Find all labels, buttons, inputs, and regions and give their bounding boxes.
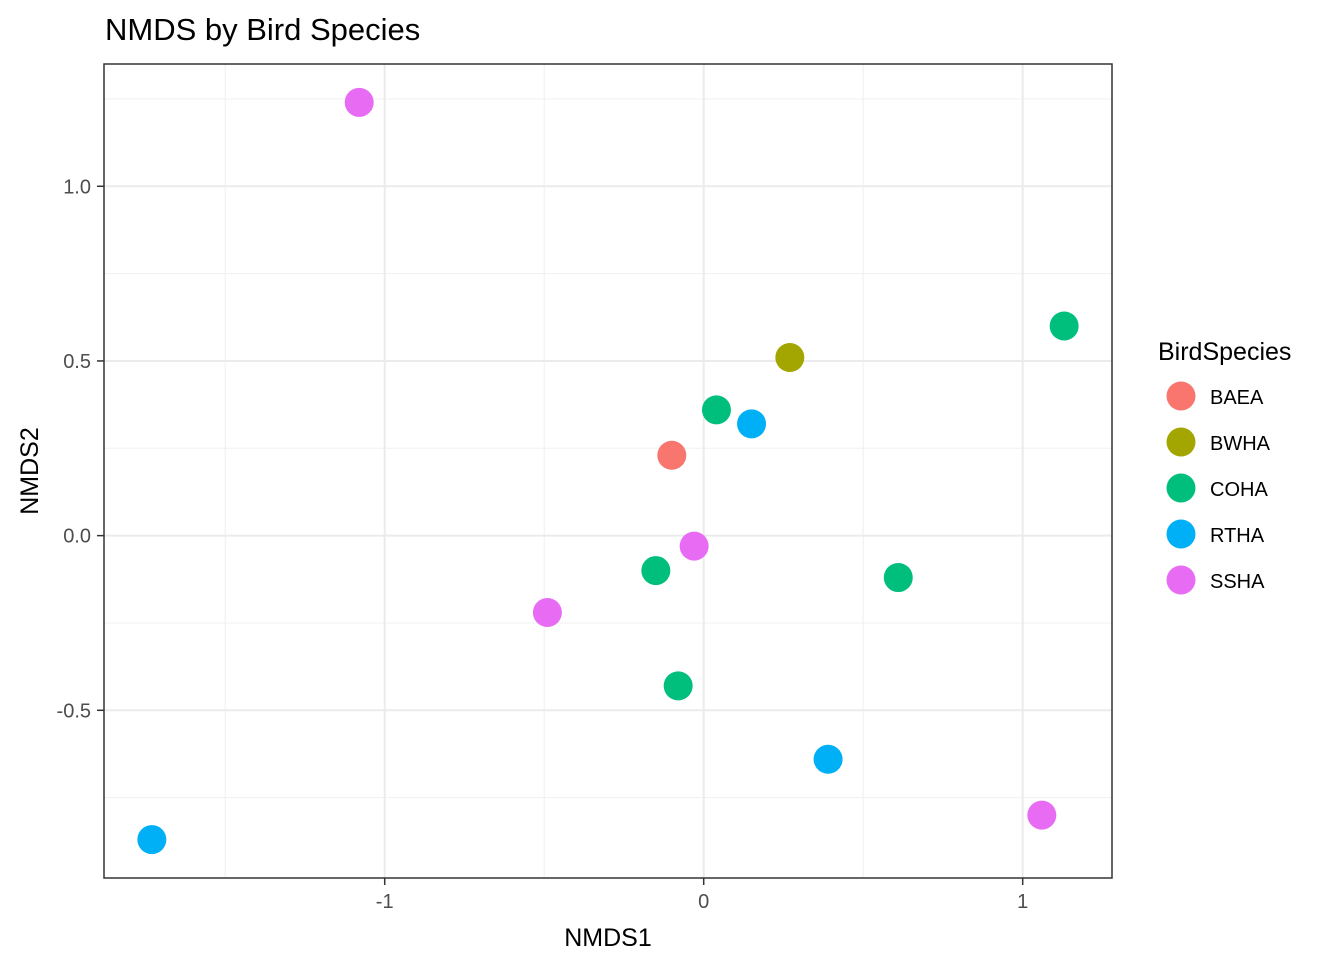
legend-label-baea: BAEA (1210, 387, 1264, 409)
legend-key-ssha (1166, 565, 1196, 595)
point-rtha (137, 825, 167, 855)
x-axis-ticks: -1 0 1 (376, 878, 1028, 913)
point-coha (701, 395, 731, 425)
y-tick-label: -0.5 (57, 700, 91, 722)
legend-key-coha (1166, 473, 1196, 503)
legend-label-bwha: BWHA (1210, 433, 1271, 455)
y-tick-label: 1.0 (63, 176, 91, 198)
point-bwha (775, 342, 805, 372)
point-rtha (813, 744, 843, 774)
x-tick-label: 0 (698, 891, 709, 913)
plot-border (103, 63, 1113, 879)
minor-gridlines (104, 64, 1112, 878)
point-rtha (737, 409, 767, 439)
legend: BirdSpecies BAEA BWHA COHA RTHA SSHA (1158, 338, 1291, 595)
plot-background (104, 64, 1112, 878)
point-ssha (344, 87, 374, 117)
x-tick-label: 1 (1017, 891, 1028, 913)
x-tick-label: -1 (376, 891, 394, 913)
legend-label-coha: COHA (1210, 479, 1268, 501)
point-coha (641, 556, 671, 586)
legend-key-baea (1166, 381, 1196, 411)
y-axis-title: NMDS2 (16, 427, 44, 515)
point-ssha (532, 597, 562, 627)
point-ssha (1027, 800, 1057, 830)
point-coha (883, 563, 913, 593)
legend-key-bwha (1166, 427, 1196, 457)
chart-title: NMDS by Bird Species (105, 12, 420, 47)
major-gridlines (104, 64, 1112, 878)
y-tick-label: 0.5 (63, 351, 91, 373)
y-tick-label: 0.0 (63, 526, 91, 548)
point-ssha (679, 531, 709, 561)
point-coha (663, 671, 693, 701)
legend-label-ssha: SSHA (1210, 571, 1265, 593)
data-points (137, 87, 1079, 855)
point-baea (657, 440, 687, 470)
x-axis-title: NMDS1 (564, 924, 652, 952)
legend-title: BirdSpecies (1158, 338, 1291, 366)
legend-key-rtha (1166, 519, 1196, 549)
legend-label-rtha: RTHA (1210, 525, 1265, 547)
y-axis-ticks: -0.5 0.0 0.5 1.0 (57, 176, 104, 722)
point-coha (1049, 311, 1079, 341)
